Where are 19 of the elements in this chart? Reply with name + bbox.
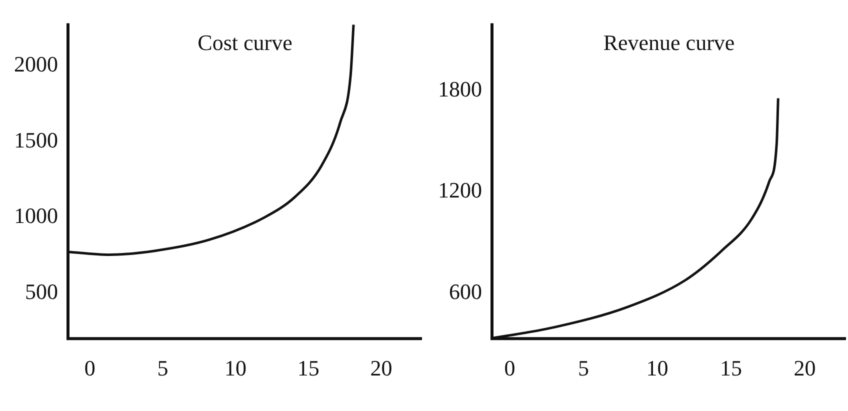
x-tick-label: 15	[297, 356, 320, 381]
y-tick-label: 600	[449, 278, 482, 304]
y-tick-label: 1000	[14, 203, 58, 228]
y-tick-label: 1500	[14, 127, 58, 152]
y-tick-label: 1200	[438, 178, 482, 203]
x-tick-label: 0	[504, 356, 516, 381]
y-tick-label: 2000	[14, 51, 58, 76]
chart-title: Cost curve	[198, 30, 292, 55]
x-tick-label: 20	[370, 356, 392, 381]
x-tick-label: 15	[720, 356, 742, 381]
y-tick-label: 500	[25, 278, 58, 304]
x-tick-label: 10	[646, 356, 668, 381]
y-tick-label: 1800	[438, 76, 482, 102]
x-tick-label: 20	[794, 356, 816, 381]
x-tick-label: 5	[157, 356, 168, 381]
chart-title: Revenue curve	[603, 30, 735, 55]
x-tick-label: 10	[224, 356, 247, 381]
x-tick-label: 0	[84, 356, 96, 381]
x-tick-label: 5	[578, 356, 589, 381]
